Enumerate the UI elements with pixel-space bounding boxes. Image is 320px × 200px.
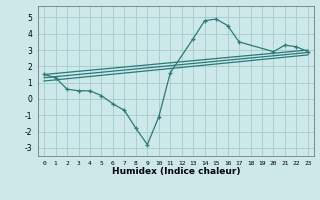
- X-axis label: Humidex (Indice chaleur): Humidex (Indice chaleur): [112, 167, 240, 176]
